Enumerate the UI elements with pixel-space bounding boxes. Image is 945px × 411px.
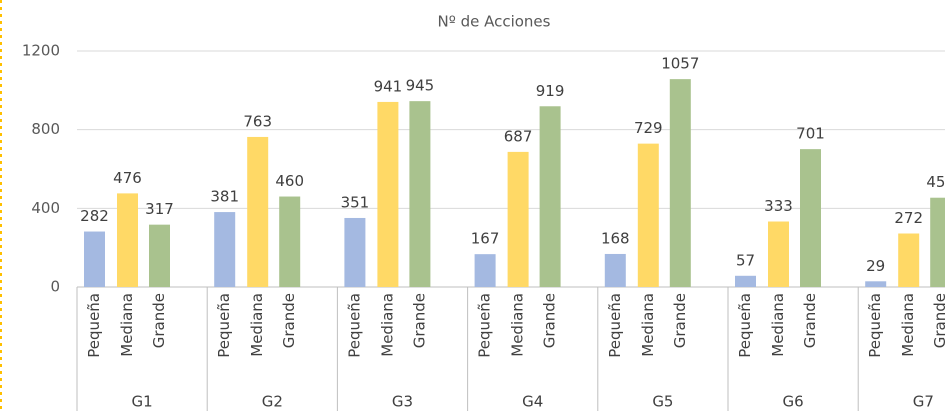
value-label: 945	[406, 77, 435, 95]
group-label: G4	[522, 393, 543, 411]
sub-category-label: Grande	[410, 293, 428, 348]
bar	[247, 136, 269, 287]
sub-category-label: Grande	[280, 293, 298, 348]
y-tick-label: 400	[31, 199, 60, 217]
bar	[214, 212, 236, 287]
sub-category-label: Mediana	[639, 293, 657, 357]
y-tick-label: 1200	[22, 42, 60, 60]
sub-category-label: Mediana	[509, 293, 527, 357]
sub-category-label: Grande	[671, 293, 689, 348]
value-label: 282	[80, 207, 109, 225]
sub-category-label: Pequeña	[736, 293, 754, 358]
bar	[669, 79, 691, 287]
bar	[735, 275, 756, 287]
bar	[474, 254, 496, 287]
value-label: 167	[471, 230, 500, 248]
value-label: 701	[796, 125, 825, 143]
bar	[117, 193, 138, 287]
group-label: G3	[392, 393, 413, 411]
value-label: 57	[736, 251, 755, 269]
value-label: 476	[113, 169, 142, 187]
group-label: G7	[913, 393, 934, 411]
bar	[507, 151, 529, 287]
value-label: 729	[634, 119, 663, 137]
bar	[409, 101, 431, 288]
value-label: 687	[504, 127, 533, 145]
sub-category-label: Pequeña	[606, 293, 624, 358]
sub-category-label: Grande	[931, 293, 945, 348]
sub-category-label: Grande	[801, 293, 819, 348]
sub-category-label: Pequeña	[476, 293, 494, 358]
group-label: G2	[262, 393, 283, 411]
sub-category-label: Grande	[541, 293, 559, 348]
sub-category-label: Mediana	[899, 293, 917, 357]
sub-category-label: Mediana	[248, 293, 266, 357]
value-label: 454	[926, 173, 945, 191]
sub-category-label: Pequeña	[215, 293, 233, 358]
group-label: G6	[783, 393, 804, 411]
sub-category-label: Pequeña	[345, 293, 363, 358]
sub-category-label: Mediana	[378, 293, 396, 357]
value-label: 272	[894, 209, 923, 227]
value-label: 317	[145, 200, 174, 218]
group-label: G5	[652, 393, 673, 411]
value-label: 919	[536, 82, 565, 100]
bar	[930, 197, 945, 287]
bar	[898, 233, 920, 287]
bar	[279, 196, 301, 287]
value-label: 941	[374, 77, 403, 95]
value-label: 1057	[661, 55, 699, 73]
bar	[865, 281, 887, 287]
y-tick-label: 800	[31, 120, 60, 138]
group-label: G1	[132, 393, 153, 411]
sub-category-label: Grande	[150, 293, 168, 348]
chart-title: Nº de Acciones	[438, 13, 551, 31]
bar	[344, 217, 366, 287]
bar	[149, 224, 170, 287]
sub-category-label: Mediana	[118, 293, 136, 357]
sub-category-label: Pequeña	[866, 293, 884, 358]
value-label: 351	[341, 193, 370, 211]
value-label: 460	[275, 172, 304, 190]
value-label: 381	[210, 188, 239, 206]
bar	[539, 106, 561, 287]
value-label: 29	[866, 257, 885, 275]
y-tick-label: 0	[50, 278, 60, 296]
sub-category-label: Pequeña	[85, 293, 103, 358]
bar	[637, 143, 659, 287]
sub-category-label: Mediana	[769, 293, 787, 357]
bar	[800, 149, 821, 287]
bar	[377, 101, 399, 287]
value-label: 763	[243, 112, 272, 130]
bar	[604, 253, 626, 287]
bar	[768, 221, 789, 287]
value-label: 168	[601, 229, 630, 247]
bar	[84, 231, 105, 287]
value-label: 333	[764, 197, 793, 215]
